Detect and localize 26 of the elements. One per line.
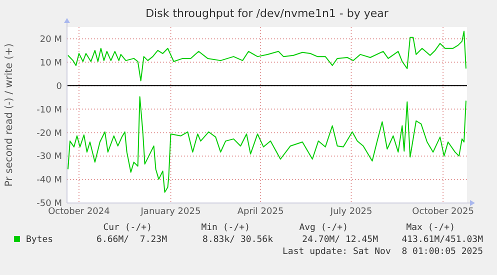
- y-tick-label: -30 M: [36, 152, 62, 162]
- y-tick-label: -10 M: [36, 105, 62, 116]
- chart-title: Disk throughput for /dev/nvme1n1 - by year: [146, 7, 389, 20]
- x-tick-label: January 2025: [140, 207, 201, 217]
- x-tick-label: April 2025: [237, 207, 284, 217]
- legend-label: Bytes: [26, 235, 54, 245]
- text: Last update: Sat Nov 8 01:00:05 2025: [282, 247, 483, 257]
- text: 8.83k/ 30.56k: [202, 235, 274, 245]
- line-series: [68, 30, 466, 82]
- text: 413.61M/451.03M: [402, 235, 484, 245]
- y-tick-label: -40 M: [36, 176, 62, 186]
- text: 24.70M/ 12.45M: [302, 235, 379, 245]
- y-axis-title: Pr second read (-) / write (+): [4, 43, 15, 187]
- text: 6.66M/ 7.23M: [96, 235, 168, 245]
- text: Cur (-/+): [103, 223, 152, 233]
- y-tick-label: 20 M: [40, 34, 62, 45]
- y-tick-label: 10 M: [40, 58, 62, 68]
- text: Avg (-/+): [299, 223, 348, 233]
- text: Max (-/+): [406, 223, 455, 233]
- x-tick-label: October 2024: [48, 207, 110, 217]
- text: Min (-/+): [201, 223, 250, 233]
- line-series: [68, 96, 466, 193]
- x-tick-label: October 2025: [412, 207, 474, 217]
- y-tick-label: -20 M: [36, 128, 62, 139]
- x-tick-label: July 2025: [329, 207, 372, 217]
- y-tick-label: 0: [56, 82, 62, 92]
